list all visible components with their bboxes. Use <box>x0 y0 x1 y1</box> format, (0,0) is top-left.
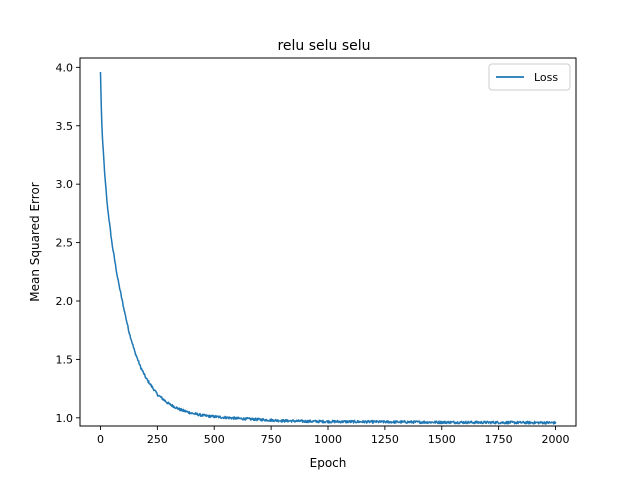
series-line-loss <box>99 72 557 425</box>
x-tick-label: 2000 <box>542 433 570 446</box>
y-tick-label: 1.5 <box>56 353 74 366</box>
ticks-layer: 0 250 500 750 1000 1250 1500 1750 2000 1.0 1.5 2.0 2… <box>56 61 570 446</box>
y-tick-label: 4.0 <box>56 61 74 74</box>
x-tick-label: 1000 <box>314 433 342 446</box>
y-axis-label: Mean Squared Error <box>28 182 42 302</box>
x-tick-label: 1750 <box>485 433 513 446</box>
legend-box <box>488 63 571 91</box>
chart-title: relu selu selu <box>277 38 370 54</box>
legend: Loss <box>488 63 571 91</box>
series-layer <box>99 72 557 425</box>
x-tick-label: 750 <box>261 433 282 446</box>
x-axis-label: Epoch <box>310 456 347 470</box>
plot-frame <box>79 57 577 427</box>
y-tick-label: 2.5 <box>56 237 74 250</box>
legend-label: Loss <box>534 71 558 84</box>
x-tick-label: 500 <box>204 433 225 446</box>
x-tick-label: 250 <box>147 433 168 446</box>
y-tick-label: 1.0 <box>56 412 74 425</box>
y-tick-label: 3.5 <box>56 120 74 133</box>
x-tick-label: 0 <box>97 433 104 446</box>
x-tick-label: 1250 <box>371 433 399 446</box>
x-tick-label: 1500 <box>428 433 456 446</box>
y-tick-label: 3.0 <box>56 178 74 191</box>
y-tick-label: 2.0 <box>56 295 74 308</box>
